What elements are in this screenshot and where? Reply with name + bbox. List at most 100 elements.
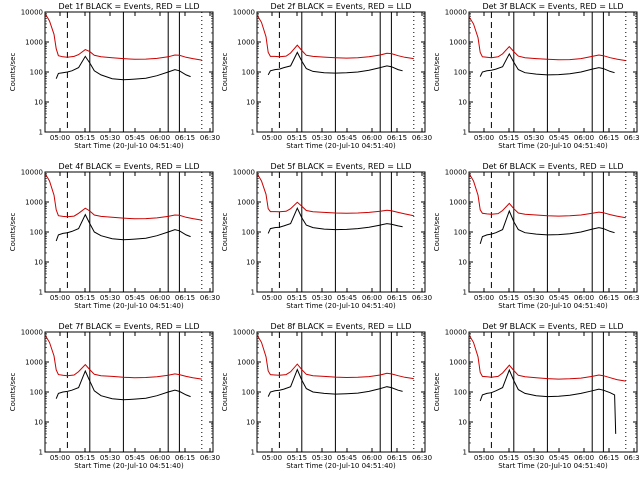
panel-6: Det 6f BLACK = Events, RED = LLD 1 10 100 10… [433,162,640,310]
panel-title: Det 2f BLACK = Events, RED = LLD [270,2,411,11]
x-tick-label: 06:15 [599,134,619,142]
event-rate-line [267,51,403,76]
x-tick-label: 05:30 [312,134,332,142]
y-tick-label: 1000 [449,359,467,367]
y-tick-label: 10000 [233,329,255,337]
x-axis-label: Start Time (20-Jul-10 04:51:40) [286,142,396,150]
x-axis-label: Start Time (20-Jul-10 04:51:40) [286,462,396,470]
y-tick-label: 10 [246,419,255,427]
event-rate-line [267,368,403,397]
y-tick-label: 10 [246,259,255,267]
event-rate-line [479,368,617,434]
x-tick-label: 06:30 [200,294,220,302]
plot-frame [44,11,214,133]
x-tick-label: 06:15 [175,134,195,142]
x-tick-label: 05:15 [499,134,519,142]
y-tick-label: 10000 [445,9,467,17]
x-tick-label: 06:15 [387,294,407,302]
lld-rate-line [468,16,626,62]
x-tick-label: 05:15 [287,134,307,142]
event-rate-line [55,369,191,401]
panel-title: Det 7f BLACK = Events, RED = LLD [58,322,199,331]
y-tick-label: 10000 [445,329,467,337]
x-axis-label: Start Time (20-Jul-10 04:51:40) [498,142,608,150]
x-tick-label: 06:15 [599,294,619,302]
x-tick-label: 06:30 [200,134,220,142]
y-tick-label: 10 [34,419,43,427]
x-tick-label: 06:00 [574,134,594,142]
lld-rate-line [256,173,414,217]
y-tick-label: 1000 [237,359,255,367]
y-tick-label: 1 [251,129,255,137]
x-tick-label: 06:30 [412,134,432,142]
event-rate-line [55,213,191,242]
x-tick-label: 06:00 [574,294,594,302]
x-tick-label: 05:15 [75,134,95,142]
y-tick-label: 10 [34,259,43,267]
panel-3: Det 3f BLACK = Events, RED = LLD 1 10 100 10… [433,2,640,150]
y-axis-label: Counts/sec [433,213,441,252]
panel-title: Det 4f BLACK = Events, RED = LLD [58,162,199,171]
x-tick-label: 06:15 [599,454,619,462]
y-tick-label: 10 [458,419,467,427]
panel-7: Det 7f BLACK = Events, RED = LLD 1 10 100 10… [9,322,220,470]
y-tick-label: 10000 [21,9,43,17]
x-tick-label: 05:30 [100,134,120,142]
y-tick-label: 100 [30,229,43,237]
x-tick-label: 05:15 [287,294,307,302]
x-tick-label: 06:15 [175,454,195,462]
y-tick-label: 1 [251,289,255,297]
x-axis-label: Start Time (20-Jul-10 04:51:40) [74,302,184,310]
y-tick-label: 10 [458,99,467,107]
plot-frame [256,11,426,133]
x-tick-label: 05:45 [337,294,357,302]
x-tick-label: 05:45 [549,454,569,462]
x-tick-label: 05:45 [125,134,145,142]
x-tick-label: 05:15 [499,294,519,302]
lld-rate-line [44,334,202,380]
panel-5: Det 5f BLACK = Events, RED = LLD 1 10 100 10… [221,162,432,310]
x-tick-label: 06:15 [387,134,407,142]
y-tick-label: 100 [454,229,467,237]
y-tick-label: 10000 [445,169,467,177]
x-tick-label: 05:00 [474,294,494,302]
x-axis-label: Start Time (20-Jul-10 04:51:40) [286,302,396,310]
y-tick-label: 100 [454,69,467,77]
x-tick-label: 05:45 [125,454,145,462]
lld-rate-line [44,173,202,221]
panel-8: Det 8f BLACK = Events, RED = LLD 1 10 100 10… [221,322,432,470]
x-tick-label: 06:30 [412,454,432,462]
panel-title: Det 1f BLACK = Events, RED = LLD [58,2,199,11]
event-rate-line [479,52,615,77]
x-tick-label: 05:00 [50,134,70,142]
x-axis-label: Start Time (20-Jul-10 04:51:40) [74,142,184,150]
y-tick-label: 100 [242,229,255,237]
x-tick-label: 05:00 [474,454,494,462]
panel-title: Det 8f BLACK = Events, RED = LLD [270,322,411,331]
x-tick-label: 05:30 [312,454,332,462]
y-tick-label: 10000 [233,169,255,177]
y-tick-label: 10 [458,259,467,267]
y-tick-label: 10 [246,99,255,107]
panel-title: Det 9f BLACK = Events, RED = LLD [482,322,623,331]
y-tick-label: 100 [30,69,43,77]
y-axis-label: Counts/sec [433,53,441,92]
y-tick-label: 100 [30,389,43,397]
x-tick-label: 05:45 [125,294,145,302]
x-tick-label: 05:30 [524,134,544,142]
y-tick-label: 10000 [21,329,43,337]
x-tick-label: 05:00 [50,454,70,462]
y-tick-label: 1000 [449,39,467,47]
lld-rate-line [468,173,626,219]
y-tick-label: 1 [39,289,43,297]
x-tick-label: 06:30 [200,454,220,462]
panel-title: Det 5f BLACK = Events, RED = LLD [270,162,411,171]
y-tick-label: 1000 [25,199,43,207]
x-tick-label: 06:00 [362,454,382,462]
lld-rate-line [468,334,626,382]
y-axis-label: Counts/sec [221,373,229,412]
x-tick-label: 06:15 [175,294,195,302]
x-tick-label: 06:00 [362,294,382,302]
y-axis-label: Counts/sec [221,213,229,252]
